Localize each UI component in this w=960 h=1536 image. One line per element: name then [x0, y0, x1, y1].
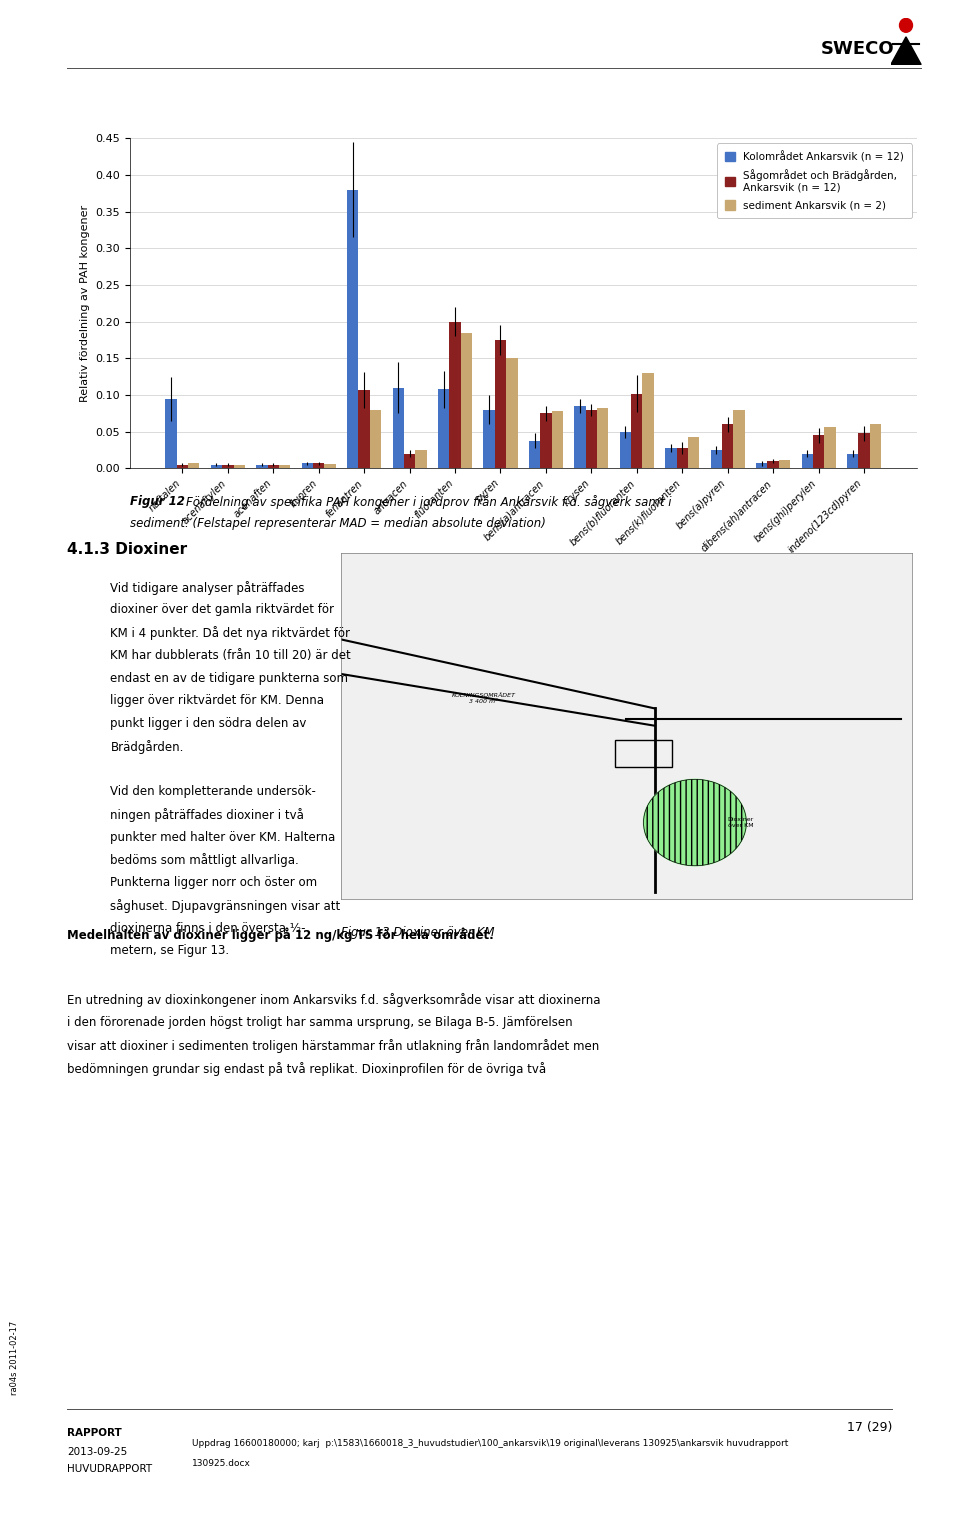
Text: såghuset. Djupavgränsningen visar att: såghuset. Djupavgränsningen visar att: [110, 899, 341, 912]
Bar: [461, 333, 472, 468]
Text: Punkterna ligger norr och öster om: Punkterna ligger norr och öster om: [110, 876, 318, 889]
Bar: [416, 450, 426, 468]
Text: Vid den kompletterande undersök-: Vid den kompletterande undersök-: [110, 785, 316, 799]
Bar: [688, 436, 699, 468]
Text: SWECO: SWECO: [821, 40, 895, 58]
Bar: [404, 453, 416, 468]
Text: Figur 12: Figur 12: [130, 495, 184, 507]
Bar: [256, 465, 268, 468]
Bar: [813, 436, 825, 468]
Text: ligger över riktvärdet för KM. Denna: ligger över riktvärdet för KM. Denna: [110, 694, 324, 707]
Bar: [733, 410, 745, 468]
Text: ra04s 2011-02-17: ra04s 2011-02-17: [10, 1321, 18, 1395]
Bar: [301, 464, 313, 468]
Text: bedöms som måttligt allvarliga.: bedöms som måttligt allvarliga.: [110, 854, 300, 868]
Bar: [597, 407, 609, 468]
Bar: [552, 412, 563, 468]
Bar: [574, 406, 586, 468]
Bar: [324, 464, 336, 468]
Bar: [233, 465, 245, 468]
Text: KM har dubblerats (från 10 till 20) är det: KM har dubblerats (från 10 till 20) är d…: [110, 648, 351, 662]
Text: Dioxiner
över KM: Dioxiner över KM: [728, 817, 754, 828]
Bar: [358, 390, 370, 468]
Text: endast en av de tidigare punkterna som: endast en av de tidigare punkterna som: [110, 671, 348, 685]
Bar: [529, 441, 540, 468]
Bar: [710, 450, 722, 468]
Bar: [484, 410, 494, 468]
Bar: [858, 433, 870, 468]
Bar: [279, 465, 290, 468]
Text: sediment. (Felstapel representerar MAD = median absolute deviation): sediment. (Felstapel representerar MAD =…: [130, 516, 545, 530]
Text: RAPPORT: RAPPORT: [67, 1428, 122, 1439]
Bar: [767, 461, 779, 468]
Bar: [506, 358, 517, 468]
Bar: [847, 453, 858, 468]
Text: 4.1.3 Dioxiner: 4.1.3 Dioxiner: [67, 542, 187, 558]
Legend: Kolområdet Ankarsvik (n = 12), Sågområdet och Brädgården,
Ankarsvik (n = 12), se: Kolområdet Ankarsvik (n = 12), Sågområde…: [717, 143, 912, 218]
Bar: [722, 424, 733, 468]
Bar: [586, 410, 597, 468]
Ellipse shape: [643, 779, 746, 866]
Text: KM i 4 punkter. Då det nya riktvärdet för: KM i 4 punkter. Då det nya riktvärdet fö…: [110, 627, 350, 641]
Bar: [268, 465, 279, 468]
Text: HUVUDRAPPORT: HUVUDRAPPORT: [67, 1464, 153, 1475]
Text: dioxiner över det gamla riktvärdet för: dioxiner över det gamla riktvärdet för: [110, 604, 334, 616]
Bar: [313, 464, 324, 468]
Bar: [177, 465, 188, 468]
Bar: [756, 464, 767, 468]
Text: Vid tidigare analyser påträffades: Vid tidigare analyser påträffades: [110, 581, 305, 594]
Text: 130925.docx: 130925.docx: [192, 1459, 251, 1468]
Text: punkter med halter över KM. Halterna: punkter med halter över KM. Halterna: [110, 831, 336, 843]
Text: ningen påträffades dioxiner i två: ningen påträffades dioxiner i två: [110, 808, 304, 822]
Text: 17 (29): 17 (29): [848, 1421, 893, 1433]
Bar: [348, 189, 358, 468]
Bar: [393, 387, 404, 468]
Text: 2013-09-25: 2013-09-25: [67, 1447, 128, 1458]
Bar: [802, 453, 813, 468]
Bar: [438, 389, 449, 468]
Bar: [620, 432, 631, 468]
Bar: [642, 373, 654, 468]
Bar: [222, 465, 233, 468]
Bar: [188, 464, 200, 468]
Text: dioxinerna finns i den översta ½-: dioxinerna finns i den översta ½-: [110, 922, 306, 934]
Text: visar att dioxiner i sedimenten troligen härstammar från utlakning från landområ: visar att dioxiner i sedimenten troligen…: [67, 1038, 599, 1052]
Text: En utredning av dioxinkongener inom Ankarsviks f.d. sågverksområde visar att dio: En utredning av dioxinkongener inom Anka…: [67, 994, 601, 1008]
Bar: [825, 427, 835, 468]
Text: i den förorenade jorden högst troligt har samma ursprung, se Bilaga B-5. Jämföre: i den förorenade jorden högst troligt ha…: [67, 1017, 573, 1029]
Bar: [665, 449, 677, 468]
Bar: [494, 339, 506, 468]
Bar: [677, 449, 688, 468]
Bar: [165, 399, 177, 468]
Bar: [870, 424, 881, 468]
Text: Uppdrag 16600180000; karj  p:\1583\1660018_3_huvudstudier\100_ankarsvik\19 origi: Uppdrag 16600180000; karj p:\1583\166001…: [192, 1439, 788, 1448]
Text: Brädgården.: Brädgården.: [110, 740, 183, 754]
Bar: [211, 465, 222, 468]
Text: punkt ligger i den södra delen av: punkt ligger i den södra delen av: [110, 717, 307, 730]
Bar: [631, 393, 642, 468]
Y-axis label: Relativ fördelning av PAH kongener: Relativ fördelning av PAH kongener: [80, 204, 89, 402]
Polygon shape: [891, 37, 922, 65]
Bar: [370, 410, 381, 468]
Circle shape: [900, 18, 912, 32]
Text: Figur 13 Dioxiner över KM: Figur 13 Dioxiner över KM: [341, 926, 494, 938]
Bar: [779, 459, 790, 468]
Bar: [540, 413, 552, 468]
Text: KOLNINGSOMRÅDET
3 400 m²: KOLNINGSOMRÅDET 3 400 m²: [451, 693, 516, 703]
Text: Medelhalten av dioxiner ligger på 12 ng/kg TS för hela området.: Medelhalten av dioxiner ligger på 12 ng/…: [67, 928, 494, 942]
Text: metern, se Figur 13.: metern, se Figur 13.: [110, 945, 229, 957]
Bar: [449, 321, 461, 468]
Text: Fördelning av specifika PAH kongener i jordprov från Ankarsvik f.d. sågverk samt: Fördelning av specifika PAH kongener i j…: [186, 495, 672, 508]
Text: bedömningen grundar sig endast på två replikat. Dioxinprofilen för de övriga två: bedömningen grundar sig endast på två re…: [67, 1061, 546, 1075]
